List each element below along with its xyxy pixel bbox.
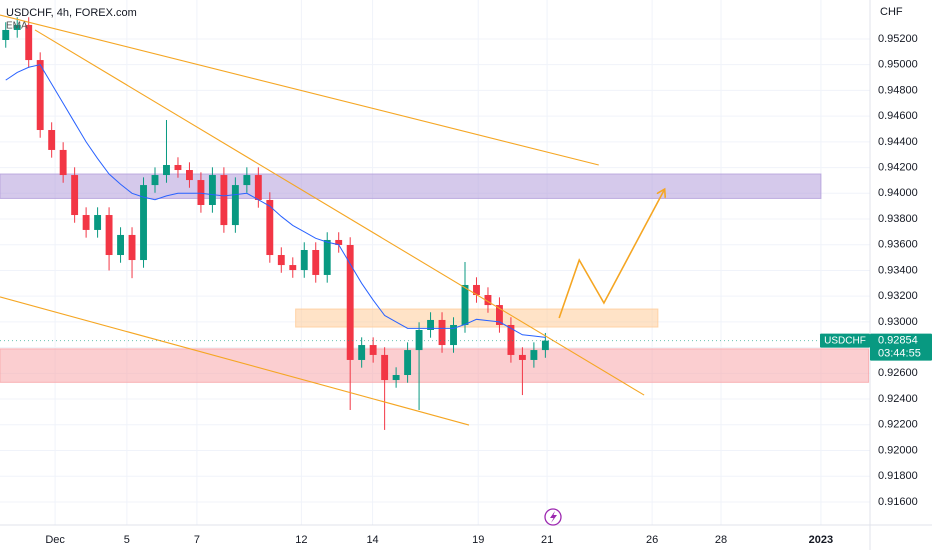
trend-line [0, 296, 470, 426]
candle-body [71, 175, 79, 216]
x-tick-label: 21 [541, 534, 553, 546]
candle-body [404, 350, 412, 376]
candle-body [2, 29, 10, 40]
price-tag-label: 0.92854 [878, 335, 918, 347]
candle-body [496, 305, 503, 325]
y-tick-label: 0.94200 [878, 161, 918, 173]
candle-body [438, 319, 446, 346]
currency-label: CHF [880, 6, 903, 18]
y-tick-label: 0.93800 [878, 213, 918, 225]
trend-line [0, 14, 599, 166]
symbol-tag [820, 333, 870, 348]
candle-body [484, 295, 492, 306]
candle-body [25, 24, 33, 61]
y-tick-label: 0.94800 [878, 84, 918, 96]
zone [295, 308, 659, 328]
zone [0, 348, 870, 383]
candle-body [415, 329, 423, 351]
y-tick-label: 0.92200 [878, 419, 918, 431]
candle-body [381, 354, 389, 381]
candle-body [358, 345, 366, 360]
candle-body [289, 265, 297, 271]
y-tick-label: 0.93600 [878, 239, 918, 251]
trend-line [34, 29, 645, 396]
candle-body [473, 284, 480, 296]
y-tick-label: 0.94600 [878, 110, 918, 122]
candle-body [36, 60, 44, 131]
x-tick-label: 7 [194, 534, 200, 546]
indicator-label: EMA [6, 21, 28, 32]
candle-body [128, 234, 136, 261]
symbol-tag-label: USDCHF [824, 335, 866, 346]
y-tick-label: 0.92600 [878, 367, 918, 379]
replay-icon[interactable] [544, 508, 562, 526]
y-tick-label: 0.91800 [878, 470, 918, 482]
candle-body [186, 170, 193, 181]
candle-body [266, 199, 274, 256]
candle-body [277, 255, 285, 266]
candle-body [392, 375, 400, 381]
x-tick-label: 5 [124, 534, 130, 546]
candle-body [197, 180, 205, 205]
y-tick-label: 0.95200 [878, 33, 918, 45]
y-tick-label: 0.94400 [878, 136, 918, 148]
candle-body [59, 149, 67, 176]
y-tick-label: 0.93400 [878, 264, 918, 276]
y-tick-label: 0.93000 [878, 316, 918, 328]
candle-body [323, 239, 331, 275]
candle-body [369, 345, 377, 355]
price-tag [870, 333, 932, 361]
candle-body [450, 324, 457, 346]
plot-area [0, 0, 870, 525]
ema-line [5, 64, 546, 338]
x-tick-label: 26 [646, 534, 658, 546]
y-tick-label: 0.91600 [878, 496, 918, 508]
x-tick-label: 12 [295, 534, 307, 546]
candle-body [220, 175, 228, 226]
x-tick-label: 28 [715, 534, 727, 546]
chart-title: USDCHF, 4h, FOREX.com [6, 7, 137, 19]
candle-body [13, 24, 21, 30]
y-tick-label: 0.92000 [878, 444, 918, 456]
candle-body [518, 354, 526, 360]
x-tick-label: 2023 [809, 534, 833, 546]
candle-body [105, 215, 113, 256]
candle-body [530, 350, 538, 360]
candle-body [163, 164, 170, 176]
candle-body [254, 175, 262, 200]
y-tick-label: 0.94000 [878, 187, 918, 199]
candle-body [82, 215, 90, 230]
candle-body [117, 234, 124, 256]
countdown-label: 03:44:55 [878, 348, 921, 360]
candle-body [151, 175, 159, 186]
candle-body [335, 239, 343, 245]
candle-body [94, 215, 102, 230]
candle-body [231, 185, 239, 226]
candle-body [140, 185, 147, 261]
candle-body [174, 164, 182, 171]
y-tick-label: 0.92400 [878, 393, 918, 405]
candle-body [312, 250, 320, 275]
candle-body [346, 244, 354, 360]
y-tick-label: 0.93200 [878, 290, 918, 302]
candle-body [461, 284, 469, 325]
zone [0, 173, 822, 199]
x-tick-label: Dec [45, 534, 65, 546]
candle-body [427, 319, 434, 330]
candle-body [300, 250, 308, 271]
x-tick-label: 14 [366, 534, 378, 546]
candle-body [507, 324, 515, 355]
y-tick-label: 0.95000 [878, 59, 918, 71]
candle-body [541, 340, 549, 351]
candle-body [208, 175, 216, 205]
projection-arrow [558, 190, 664, 319]
candle-body [243, 175, 251, 186]
x-tick-label: 19 [472, 534, 484, 546]
candle-body [48, 130, 56, 150]
